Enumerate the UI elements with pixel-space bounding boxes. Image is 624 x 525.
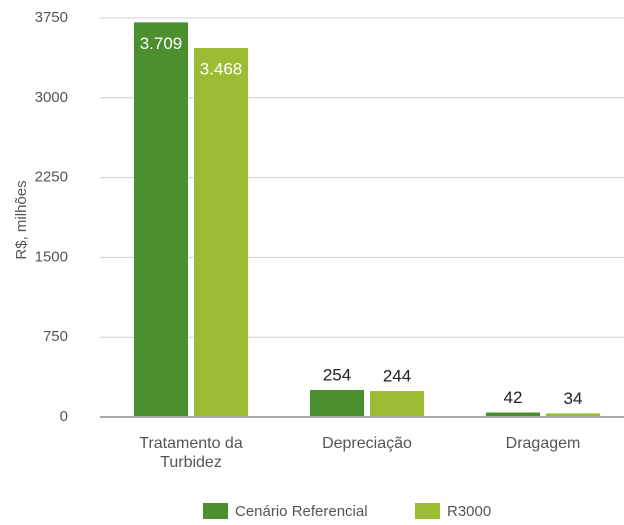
y-tick-label: 3000 (35, 89, 68, 106)
bar (134, 22, 188, 418)
bar (194, 48, 248, 418)
y-tick-label: 750 (43, 328, 68, 345)
data-label: 3.468 (200, 59, 243, 78)
data-label: 254 (323, 365, 351, 384)
x-tick-label: Dragagem (505, 435, 581, 452)
y-tick-label: 1500 (35, 248, 68, 265)
bar (486, 412, 540, 417)
legend-swatch (415, 503, 440, 519)
bar (546, 413, 600, 417)
data-label: 3.709 (140, 34, 183, 53)
data-label: 244 (383, 367, 411, 386)
legend-label: R3000 (447, 503, 491, 520)
legend-label: Cenário Referencial (235, 503, 368, 520)
x-tick-label: Depreciação (322, 435, 412, 452)
bar (370, 391, 424, 417)
y-tick-label: 2250 (35, 169, 68, 186)
y-axis-label: R$, milhões (13, 180, 30, 259)
legend-swatch (203, 503, 228, 519)
x-tick-label: Tratamento da Turbidez (139, 435, 243, 471)
y-tick-label: 3750 (35, 9, 68, 26)
data-label: 42 (504, 388, 523, 407)
y-tick-label: 0 (60, 408, 68, 425)
bar (310, 389, 364, 417)
data-label: 34 (564, 389, 583, 408)
